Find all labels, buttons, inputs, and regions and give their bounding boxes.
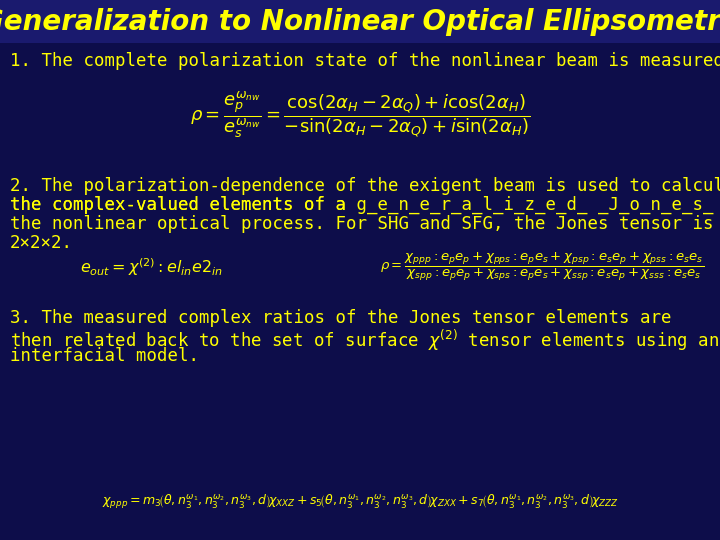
Text: 2×2×2.: 2×2×2.: [10, 234, 73, 252]
Text: Generalization to Nonlinear Optical Ellipsometry: Generalization to Nonlinear Optical Elli…: [0, 8, 720, 36]
Text: the nonlinear optical process. For SHG and SFG, the Jones tensor is: the nonlinear optical process. For SHG a…: [10, 215, 714, 233]
Text: then related back to the set of surface $\chi^{(2)}$ tensor elements using an: then related back to the set of surface …: [10, 328, 719, 353]
Text: 2. The polarization-dependence of the exigent beam is used to calculate: 2. The polarization-dependence of the ex…: [10, 177, 720, 195]
Text: 3. The measured complex ratios of the Jones tensor elements are: 3. The measured complex ratios of the Jo…: [10, 309, 672, 327]
Bar: [0, 0, 720, 43]
Text: $\rho = \dfrac{e_p^{\omega_{nw}}}{e_s^{\omega_{nw}}} = \dfrac{\cos(2\alpha_H - 2: $\rho = \dfrac{e_p^{\omega_{nw}}}{e_s^{\…: [190, 90, 530, 140]
Text: 1. The complete polarization state of the nonlinear beam is measured.: 1. The complete polarization state of th…: [10, 52, 720, 70]
Text: interfacial model.: interfacial model.: [10, 347, 199, 365]
Text: the complex-valued elements of a generalized Jones tensor: the complex-valued elements of a general…: [10, 196, 608, 214]
Text: $\rho = \dfrac{\chi_{ppp}:e_pe_p + \chi_{pps}:e_pe_s + \chi_{psp}:e_se_p + \chi_: $\rho = \dfrac{\chi_{ppp}:e_pe_p + \chi_…: [380, 251, 704, 283]
Text: $\chi_{ppp} = m_3\!\left(\theta, n_3^{\omega_1}, n_3^{\omega_2}, n_3^{\omega_3},: $\chi_{ppp} = m_3\!\left(\theta, n_3^{\o…: [102, 492, 618, 511]
Text: the complex-valued elements of a: the complex-valued elements of a: [10, 196, 356, 214]
Text: $e_{out} = \chi^{(2)} : el_{in}e2_{in}$: $e_{out} = \chi^{(2)} : el_{in}e2_{in}$: [80, 256, 223, 278]
Text: the complex-valued elements of a g̲e̲n̲e̲r̲a̲l̲i̲z̲e̲d̲ ̲J̲o̲n̲e̲s̲ ̲t̲e̲n̲s̲o̲r: the complex-valued elements of a g̲e̲n̲e…: [10, 196, 720, 214]
